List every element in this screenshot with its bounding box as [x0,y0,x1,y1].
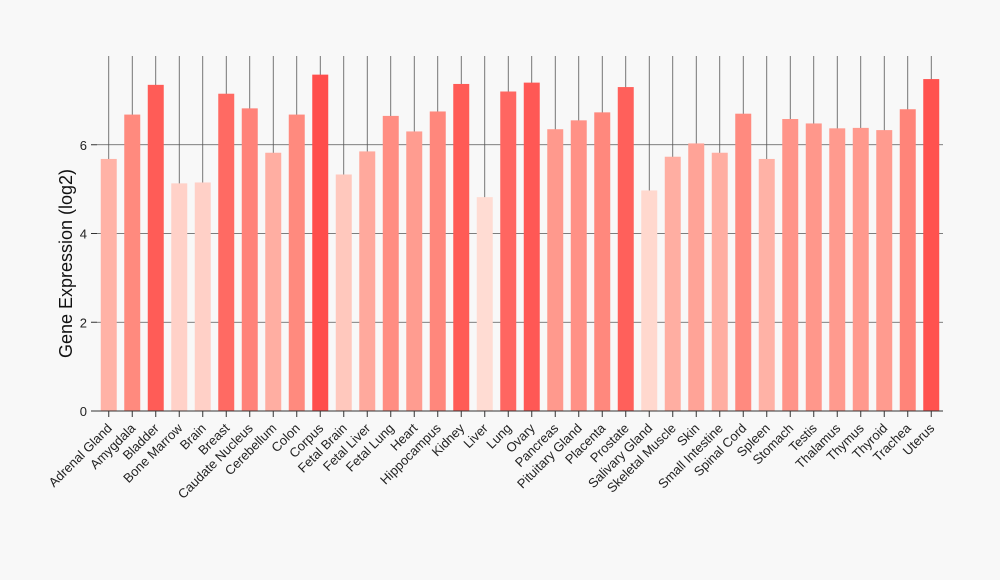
bar [758,158,775,411]
bar [852,127,869,411]
bar [641,190,658,411]
bar [688,143,705,411]
bar [312,74,329,411]
y-tick-label: 0 [80,404,87,419]
bar [923,79,940,411]
bar [476,197,493,411]
y-tick-label: 2 [80,315,87,330]
bar [617,87,634,411]
bar [194,182,211,411]
y-tick-label: 4 [80,227,87,242]
x-tick-label: Liver [460,420,491,451]
bar [100,158,117,411]
bar [735,113,752,411]
bar [218,93,235,411]
bar [876,130,893,411]
bar [782,119,799,411]
bar [171,183,188,411]
bar [570,120,587,411]
bar [288,114,305,411]
bar [711,152,728,412]
bar [429,111,446,411]
axes [91,144,943,417]
bar [382,115,399,411]
bars [100,74,940,412]
y-tick-label: 6 [80,138,87,153]
bar [265,152,282,412]
bar [664,156,681,411]
bar [359,151,376,411]
bar [523,82,540,411]
bar [453,83,470,412]
bar [899,109,916,411]
bar [406,131,423,411]
bar [547,129,564,411]
bar [805,123,822,411]
y-axis-title: Gene Expression (log2) [56,169,76,358]
bar [147,84,164,411]
bar [500,91,517,411]
bar [124,114,141,411]
bar [241,108,258,412]
bar [335,174,352,411]
bar [594,112,611,411]
bar [829,128,846,412]
